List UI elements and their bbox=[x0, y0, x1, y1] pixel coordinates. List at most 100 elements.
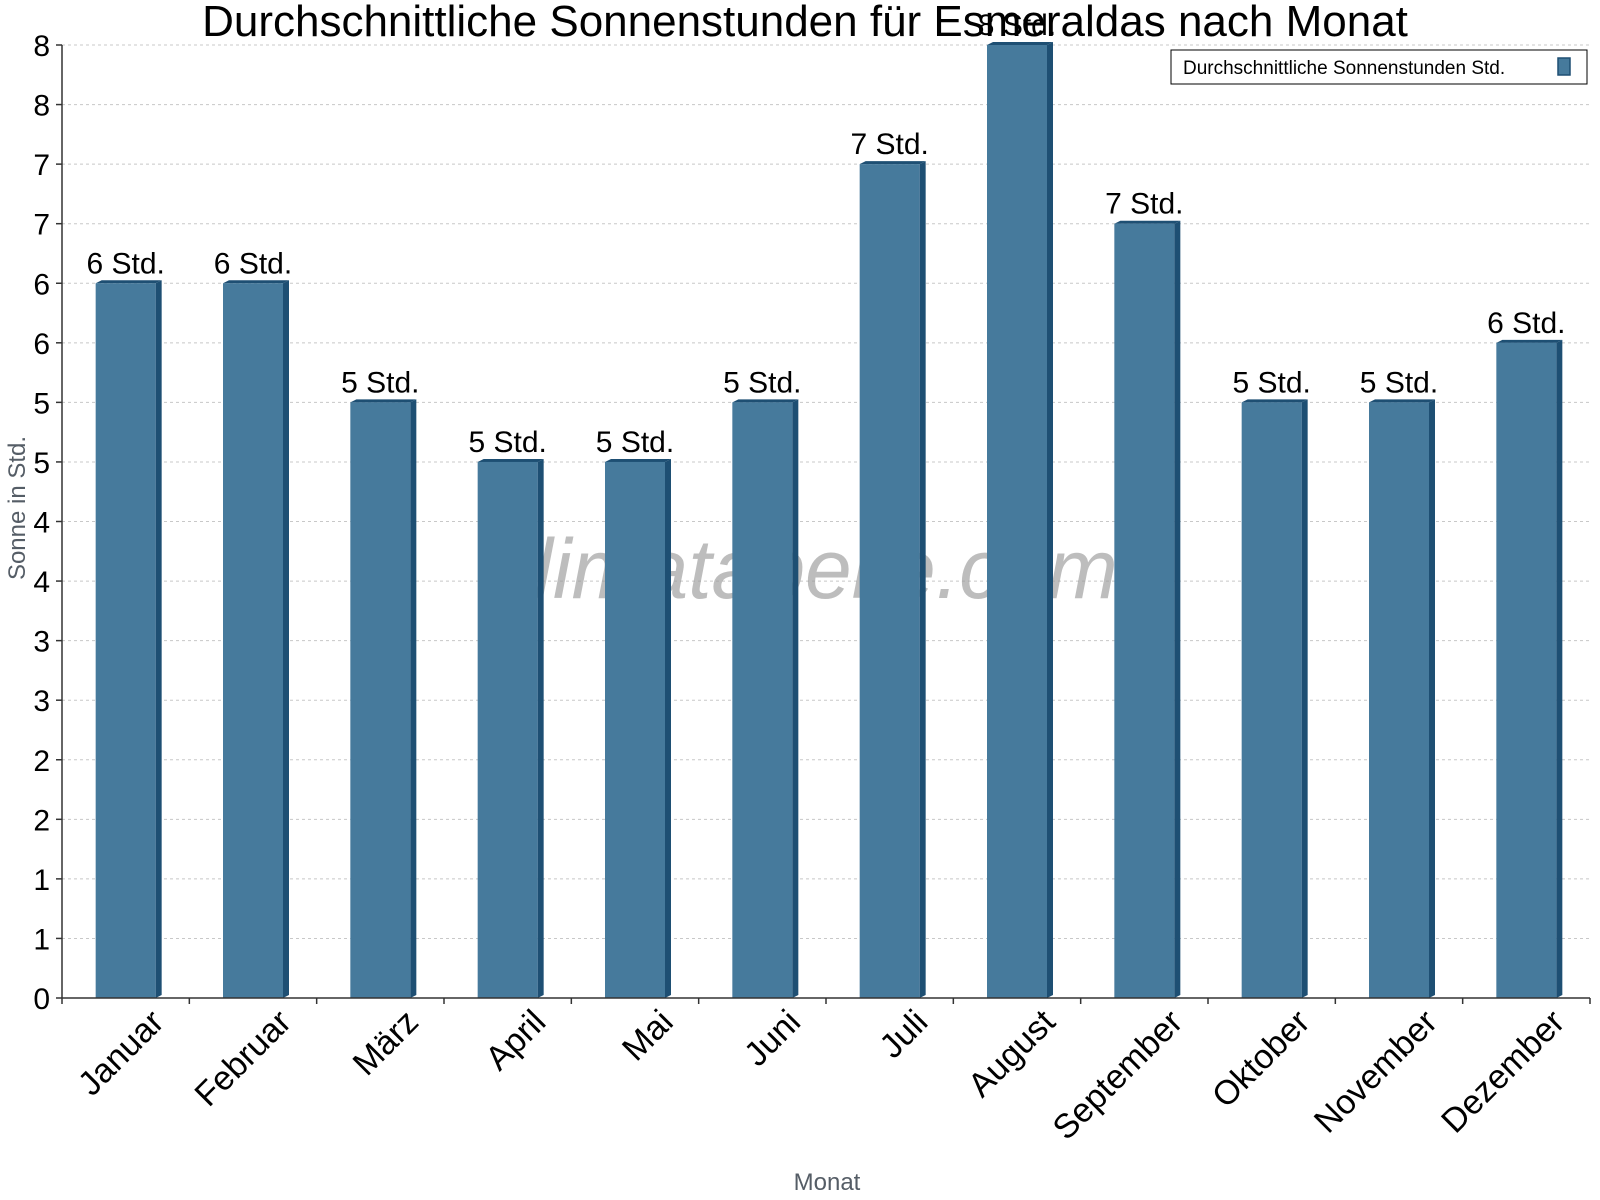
y-tick-label: 2 bbox=[33, 745, 50, 778]
y-tick-label: 3 bbox=[33, 626, 50, 659]
data-label: 6 Std. bbox=[1487, 307, 1565, 340]
bar-top bbox=[95, 280, 162, 284]
y-tick-label: 6 bbox=[33, 268, 50, 301]
bar-top bbox=[859, 161, 926, 165]
bar-top bbox=[1369, 399, 1435, 403]
y-tick-label: 6 bbox=[33, 328, 50, 361]
bar bbox=[223, 280, 289, 998]
bar-side bbox=[537, 458, 544, 998]
x-tick-label: September bbox=[1046, 1003, 1190, 1147]
bar-side bbox=[919, 161, 926, 998]
bar-side bbox=[410, 399, 417, 998]
data-label: 5 Std. bbox=[1360, 366, 1438, 399]
x-tick-label: Dezember bbox=[1434, 1003, 1572, 1141]
x-axis-label: Monat bbox=[794, 1169, 861, 1196]
y-tick-label: 1 bbox=[33, 864, 50, 897]
y-tick-label: 3 bbox=[33, 685, 50, 718]
bar-face bbox=[859, 164, 920, 998]
bar-side bbox=[1301, 399, 1308, 998]
bar-side bbox=[1174, 220, 1181, 998]
x-tick-label: April bbox=[478, 1003, 553, 1078]
bar-top bbox=[987, 42, 1053, 45]
bar bbox=[95, 280, 162, 998]
bar bbox=[1114, 220, 1181, 998]
data-label: 7 Std. bbox=[850, 128, 928, 161]
bar-top bbox=[223, 280, 289, 284]
x-tick-label: November bbox=[1307, 1003, 1445, 1141]
bars bbox=[95, 42, 1563, 998]
y-tick-label: 5 bbox=[33, 447, 50, 480]
x-tick-label: August bbox=[961, 1002, 1063, 1104]
bar-top bbox=[350, 399, 417, 403]
bar-face bbox=[1496, 342, 1557, 998]
y-tick-label: 7 bbox=[33, 149, 50, 182]
x-tick-labels: Januar Februar März April Mai Juni Juli AugustS… bbox=[71, 1002, 1572, 1147]
x-tick-label: Juli bbox=[872, 1003, 935, 1066]
x-tick-label: Februar bbox=[188, 1003, 299, 1114]
bar-face bbox=[95, 283, 156, 998]
bar-face bbox=[987, 45, 1047, 998]
x-tick-label: Januar bbox=[71, 1003, 171, 1103]
legend-label: Durchschnittliche Sonnenstunden Std. bbox=[1183, 58, 1505, 79]
bar-face bbox=[1369, 402, 1429, 998]
grid-lines bbox=[62, 44, 1590, 939]
bar bbox=[1369, 399, 1435, 998]
bar-top bbox=[1114, 220, 1181, 224]
bar bbox=[605, 458, 671, 998]
data-label: 7 Std. bbox=[1105, 188, 1183, 221]
bar-side bbox=[665, 458, 671, 998]
y-tick-label: 8 bbox=[33, 30, 50, 63]
x-tick-label: Oktober bbox=[1205, 1003, 1317, 1115]
data-label: 6 Std. bbox=[86, 247, 164, 280]
x-tick-label: Juni bbox=[737, 1003, 808, 1074]
bar bbox=[1241, 399, 1308, 998]
legend-swatch bbox=[1557, 57, 1571, 76]
legend-box bbox=[1170, 49, 1588, 85]
data-label: 5 Std. bbox=[1232, 366, 1310, 399]
bar bbox=[477, 458, 544, 998]
data-label: 5 Std. bbox=[341, 366, 419, 399]
data-label: 5 Std. bbox=[723, 366, 801, 399]
bar bbox=[1496, 339, 1563, 998]
bar-face bbox=[1114, 223, 1175, 998]
y-tick-label: 1 bbox=[33, 923, 50, 956]
data-labels: 6 Std. 6 Std. 5 Std. 5 Std. 5 Std. 5 Std. 7 St… bbox=[86, 9, 1565, 459]
bar bbox=[987, 42, 1053, 998]
bar-face bbox=[605, 461, 665, 998]
bar-side bbox=[155, 280, 162, 998]
bar bbox=[350, 399, 417, 998]
data-label: 5 Std. bbox=[596, 426, 674, 459]
x-tick-label: Mai bbox=[615, 1003, 681, 1069]
data-label: 8 Std. bbox=[978, 9, 1056, 42]
y-tick-label: 4 bbox=[33, 507, 50, 540]
bar-face bbox=[350, 402, 411, 998]
bar-top bbox=[477, 458, 544, 462]
bar-face bbox=[1241, 402, 1302, 998]
y-tick-label: 5 bbox=[33, 387, 50, 420]
bar bbox=[859, 161, 926, 998]
bar-top bbox=[605, 458, 671, 462]
data-label: 5 Std. bbox=[468, 426, 546, 459]
chart-title: Durchschnittliche Sonnenstunden für Esme… bbox=[202, 0, 1408, 46]
y-tick-label: 2 bbox=[33, 804, 50, 837]
bar-top bbox=[1241, 399, 1308, 403]
y-tick-labels: 0 1 1 2 2 3 3 4 4 5 5 6 6 7 7 8 8 bbox=[33, 30, 50, 1016]
bar-side bbox=[283, 280, 289, 998]
bar-face bbox=[223, 283, 283, 998]
bar-top bbox=[1496, 339, 1563, 343]
y-axis-label: Sonne in Std. bbox=[4, 436, 31, 580]
data-label: 6 Std. bbox=[214, 247, 292, 280]
bar-side bbox=[1556, 339, 1563, 998]
y-tick-label: 7 bbox=[33, 209, 50, 242]
bar bbox=[732, 399, 799, 998]
bar-side bbox=[792, 399, 799, 998]
bar-side bbox=[1047, 42, 1053, 998]
bar-top bbox=[732, 399, 799, 403]
bar-face bbox=[732, 402, 793, 998]
legend: Durchschnittliche Sonnenstunden Std. bbox=[1170, 49, 1588, 85]
axes bbox=[56, 44, 1591, 1004]
bar-face bbox=[477, 461, 538, 998]
y-tick-label: 8 bbox=[33, 90, 50, 123]
y-tick-label: 0 bbox=[33, 983, 50, 1016]
